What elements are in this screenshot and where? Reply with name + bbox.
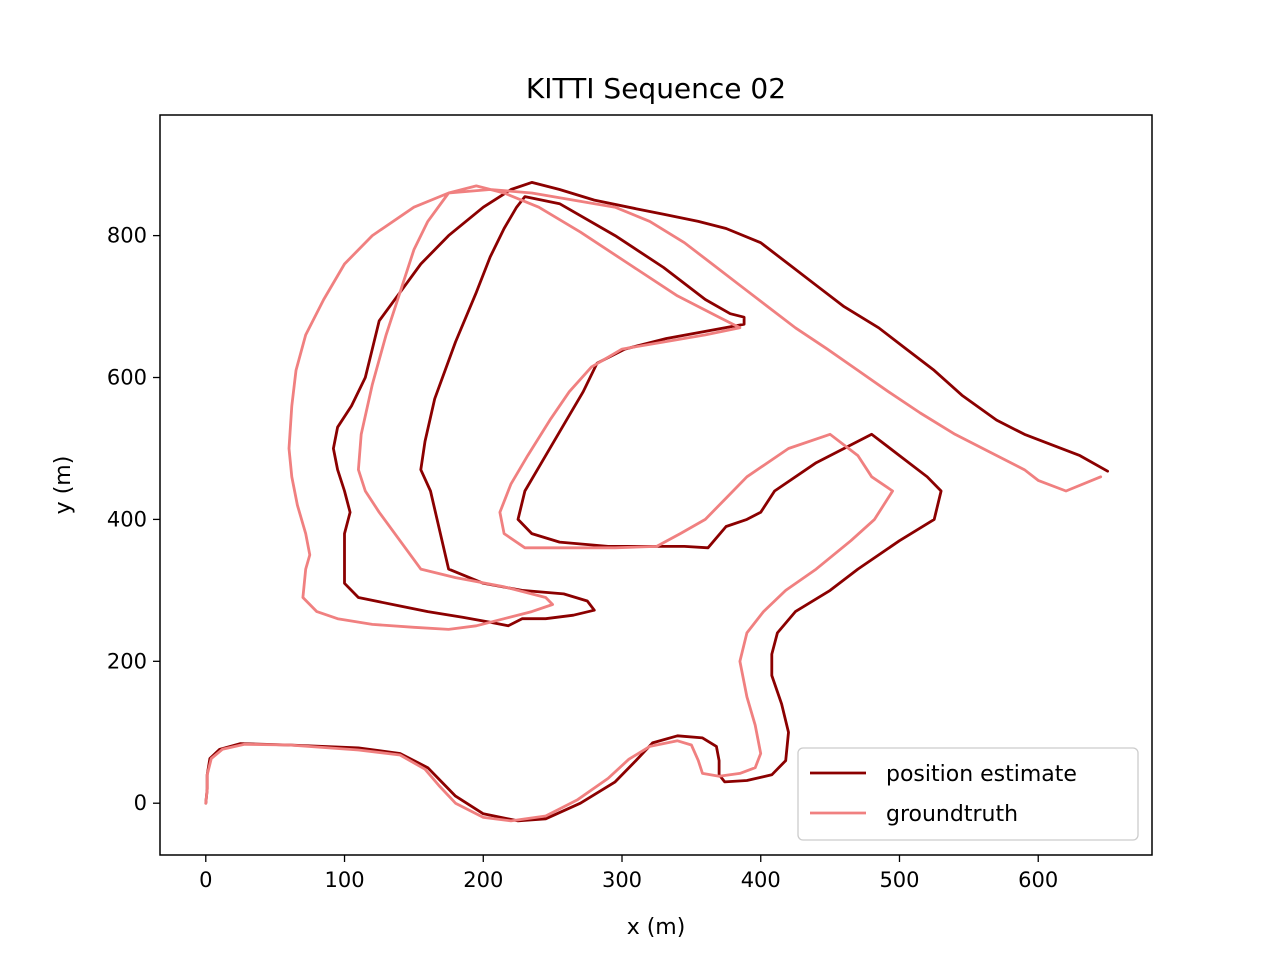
legend-box [797, 747, 1139, 841]
y-axis-ticks: 0 200 400 600 800 [107, 224, 160, 815]
series-layer [204, 180, 1109, 823]
x-axis-ticks: 0 100 200 300 400 500 600 [199, 855, 1058, 892]
x-tick-label: 100 [324, 868, 364, 892]
legend-label-groundtruth: groundtruth [886, 802, 1018, 827]
axes-frame [159, 114, 1153, 856]
x-axis-label: x (m) [627, 915, 686, 940]
y-tick-label: 800 [107, 224, 147, 248]
x-tick-label: 300 [602, 868, 642, 892]
x-tick-label: 200 [463, 868, 503, 892]
x-tick-label: 0 [199, 868, 212, 892]
y-tick-label: 400 [107, 507, 147, 531]
y-tick-label: 0 [134, 791, 147, 815]
series-line-groundtruth [204, 184, 1103, 823]
x-tick-label: 400 [741, 868, 781, 892]
y-tick-label: 600 [107, 366, 147, 390]
series-line-position-estimate [204, 180, 1109, 823]
y-tick-label: 200 [107, 649, 147, 673]
x-tick-label: 500 [879, 868, 919, 892]
y-axis-label: y (m) [51, 456, 76, 515]
legend-label-position-estimate: position estimate [886, 762, 1077, 787]
plot-area [159, 114, 1153, 856]
chart-title: KITTI Sequence 02 [526, 72, 786, 105]
x-tick-label: 600 [1018, 868, 1058, 892]
legend: position estimate groundtruth [797, 747, 1139, 841]
